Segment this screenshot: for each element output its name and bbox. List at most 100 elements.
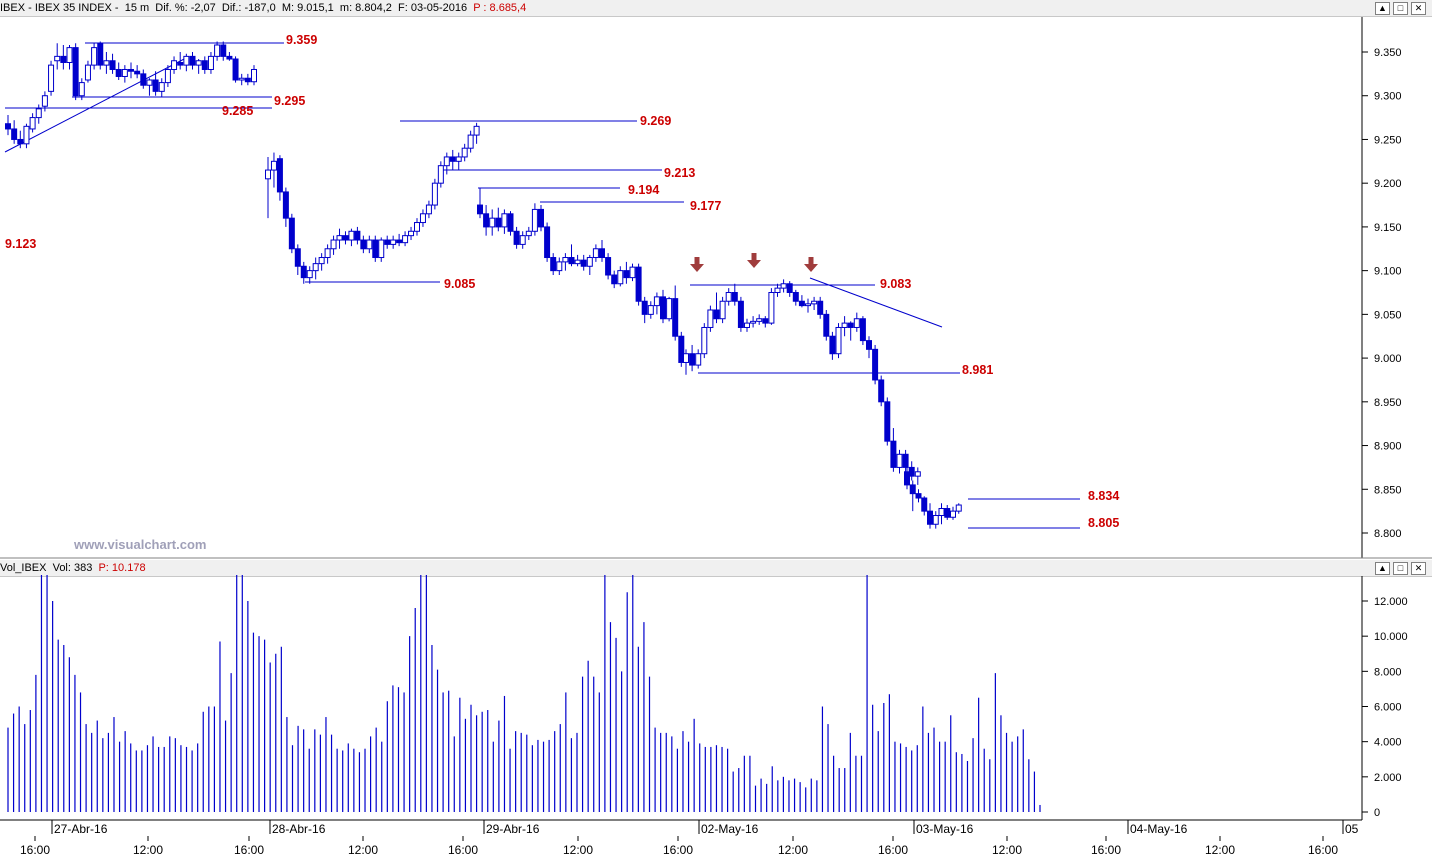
- candle-up: [251, 68, 257, 83]
- price-tick-label: 8.950: [1374, 397, 1402, 409]
- candle-up: [914, 471, 921, 477]
- candle-up: [586, 257, 593, 267]
- candle-up: [366, 239, 373, 250]
- volume-header-text: Vol_IBEX Vol: 383 P: 10.178: [0, 562, 146, 574]
- volume-tick-label: 4.000: [1374, 737, 1402, 749]
- candle-down: [282, 191, 289, 219]
- price-tick-label: 9.350: [1374, 47, 1402, 59]
- date-label: 04-May-16: [1130, 822, 1188, 836]
- volume-panel-header: Vol_IBEX Vol: 383 P: 10.178 ▲ □ ✕: [0, 560, 1432, 577]
- candle-down: [605, 257, 612, 276]
- arrow-down-icon: [694, 257, 700, 264]
- candle-down: [128, 68, 134, 72]
- level-label: 8.805: [1088, 516, 1119, 530]
- candle-up: [183, 55, 190, 66]
- candle-down: [288, 217, 295, 250]
- restore-icon[interactable]: □: [1393, 2, 1408, 15]
- volume-header-part-1: P: 10.178: [98, 562, 146, 574]
- maximize-up-icon[interactable]: ▲: [1375, 2, 1390, 15]
- candle-up: [324, 248, 331, 259]
- candle-down: [300, 265, 307, 279]
- trend-line: [4, 56, 189, 153]
- level-label: 9.085: [444, 277, 475, 291]
- volume-panel-window-buttons: ▲ □ ✕: [1375, 562, 1426, 575]
- candle-down: [513, 230, 520, 245]
- time-label: 12:00: [563, 843, 593, 857]
- time-label: 12:00: [348, 843, 378, 857]
- candle-up: [171, 60, 178, 70]
- candle-up: [164, 68, 171, 84]
- candle-down: [72, 47, 79, 97]
- volume-tick-label: 2.000: [1374, 772, 1402, 784]
- candle-up: [774, 287, 781, 293]
- close-icon[interactable]: ✕: [1411, 2, 1426, 15]
- price-tick-label: 9.000: [1374, 353, 1402, 365]
- candle-up: [811, 300, 818, 305]
- candle-down: [872, 348, 879, 381]
- candle-down: [927, 510, 933, 525]
- price-header-text: IBEX - IBEX 35 INDEX - 15 m Dif. %: -2,0…: [0, 2, 526, 14]
- level-label: 8.834: [1088, 489, 1119, 503]
- price-panel-window-buttons: ▲ □ ✕: [1375, 2, 1426, 15]
- level-label: 9.359: [286, 33, 317, 47]
- candle-up: [780, 283, 787, 289]
- level-label: 9.285: [222, 104, 253, 118]
- candle-down: [921, 497, 928, 512]
- candle-down: [829, 335, 836, 355]
- level-label: 9.213: [664, 166, 695, 180]
- candle-up: [725, 292, 732, 302]
- candle-down: [152, 79, 159, 92]
- price-tick-label: 9.250: [1374, 134, 1402, 146]
- close-icon[interactable]: ✕: [1411, 562, 1426, 575]
- candle-up: [214, 44, 221, 57]
- candle-down: [915, 493, 922, 499]
- candle-up: [666, 298, 673, 320]
- time-label: 16:00: [878, 843, 908, 857]
- candle-down: [226, 55, 233, 60]
- candle-up: [437, 165, 444, 184]
- candle-down: [737, 300, 744, 328]
- date-label: 29-Abr-16: [486, 822, 540, 836]
- maximize-up-icon[interactable]: ▲: [1375, 562, 1390, 575]
- candle-down: [672, 298, 679, 337]
- candle-up: [841, 322, 848, 328]
- candle-down: [878, 379, 885, 403]
- candle-down: [623, 270, 630, 279]
- candle-up: [414, 222, 420, 232]
- candle-down: [550, 257, 557, 272]
- price-tick-label: 8.800: [1374, 528, 1402, 540]
- price-tick-label: 8.900: [1374, 441, 1402, 453]
- candle-up: [932, 515, 939, 525]
- candle-up: [707, 309, 714, 328]
- candle-up: [91, 47, 98, 66]
- candle-up: [531, 208, 538, 232]
- level-label: 8.981: [962, 363, 993, 377]
- arrow-down-icon: [690, 264, 704, 272]
- date-label: 03-May-16: [916, 822, 974, 836]
- price-header-part-0: IBEX - IBEX 35 INDEX - 15 m Dif. %: -2,0…: [0, 2, 474, 14]
- candle-up: [556, 261, 563, 272]
- volume-tick-label: 6.000: [1374, 702, 1402, 714]
- price-panel-header: IBEX - IBEX 35 INDEX - 15 m Dif. %: -2,0…: [0, 0, 1432, 17]
- candle-down: [134, 70, 141, 75]
- candle-up: [29, 117, 36, 130]
- time-label: 16:00: [448, 843, 478, 857]
- candle-down: [354, 230, 361, 241]
- candle-down: [384, 239, 391, 245]
- level-label: 9.194: [628, 183, 659, 197]
- candle-down: [507, 213, 514, 232]
- candle-up: [158, 82, 165, 92]
- restore-icon[interactable]: □: [1393, 562, 1408, 575]
- candle-down: [641, 300, 648, 315]
- candle-down: [109, 60, 116, 70]
- volume-tick-label: 10.000: [1374, 631, 1408, 643]
- candle-down: [60, 55, 67, 63]
- price-tick-label: 9.300: [1374, 91, 1402, 103]
- date-label: 28-Abr-16: [272, 822, 326, 836]
- candle-down: [660, 296, 666, 320]
- candle-up: [265, 169, 271, 180]
- arrow-down-icon: [751, 253, 757, 260]
- candle-up: [402, 235, 409, 244]
- candle-up: [489, 217, 496, 228]
